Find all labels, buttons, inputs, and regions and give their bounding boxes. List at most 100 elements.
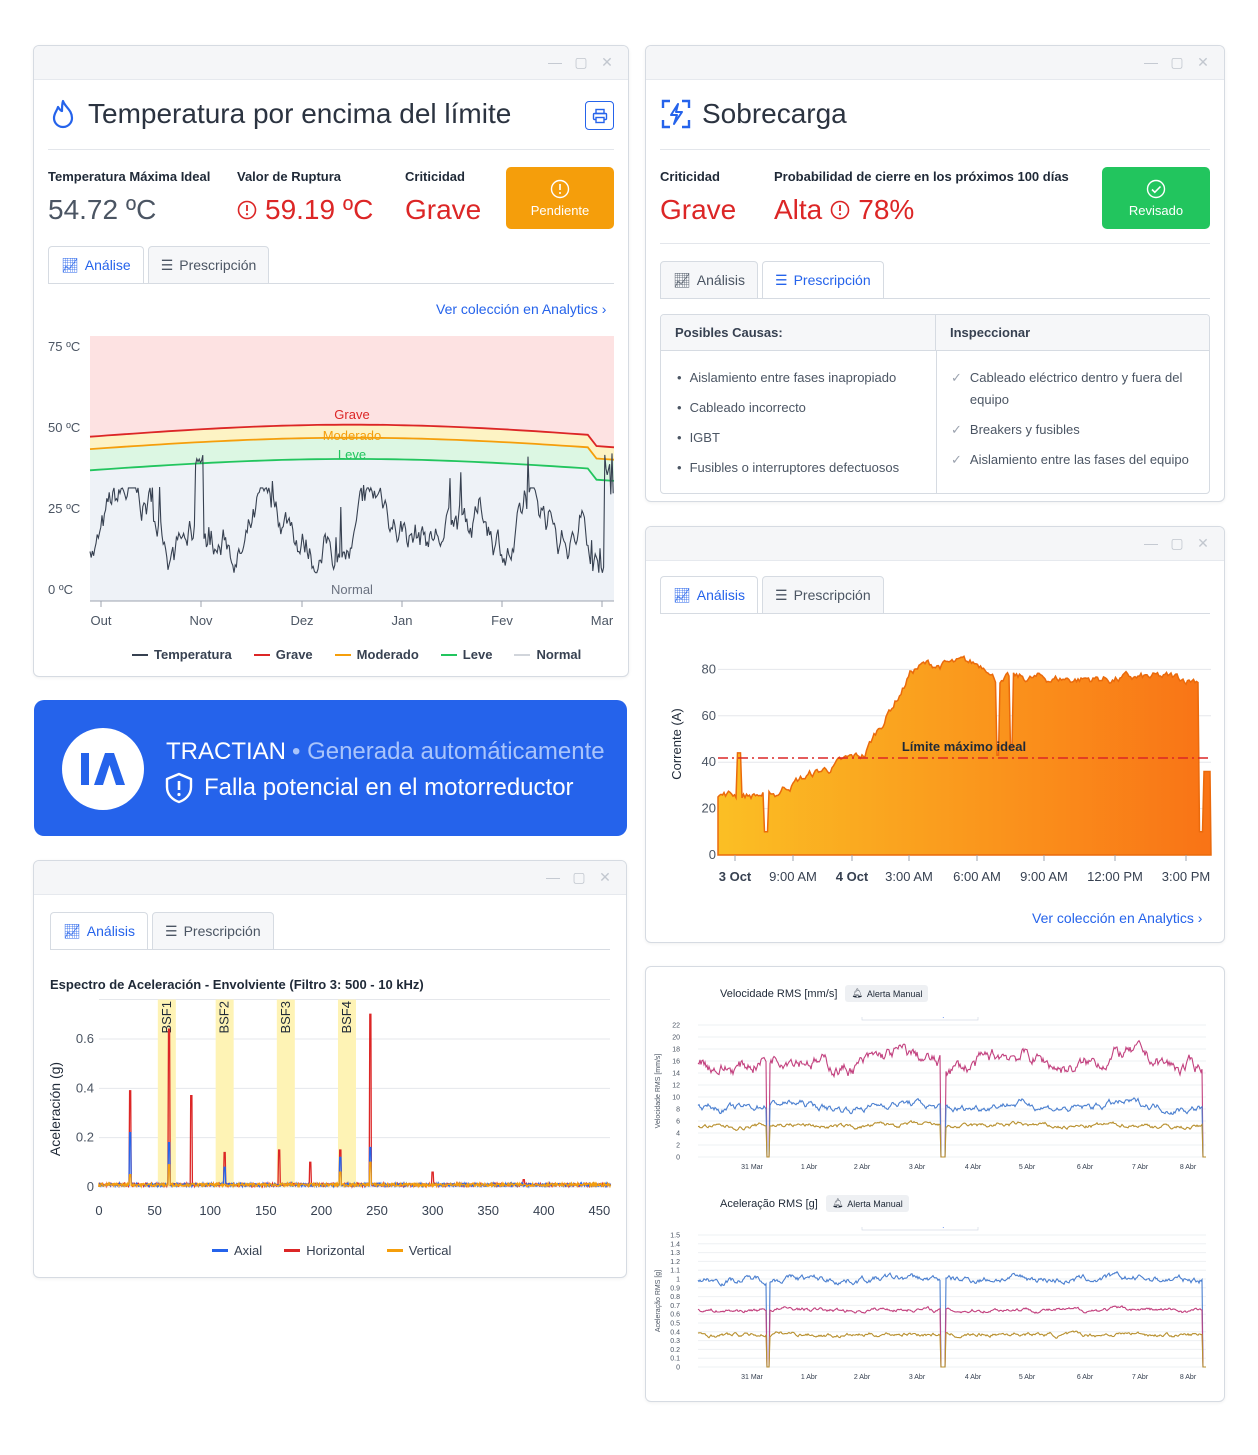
status-text: Revisado (1128, 202, 1184, 218)
close-icon[interactable]: ✕ (599, 869, 611, 885)
criticality-value: Grave (405, 194, 482, 225)
tab-prescription[interactable]: ☰ Prescripción (152, 912, 274, 950)
x-tick: Nov (189, 613, 213, 628)
x-tick: 300 (422, 1203, 444, 1218)
x-tick: 3 Oct (719, 869, 752, 884)
y-tick: 2 (676, 1143, 680, 1150)
y-tick: 0 (676, 1365, 680, 1372)
minimize-icon[interactable]: — (548, 54, 562, 70)
x-tick: 9:00 AM (769, 869, 817, 884)
x-tick: 31 Mar (741, 1164, 763, 1171)
y-tick: 1.2 (670, 1259, 680, 1266)
series-line (697, 1270, 1206, 1368)
series-vertical (98, 1161, 612, 1189)
annotation-label: ↗ Crescimento da Vibração RMS (872, 1017, 969, 1019)
tab-prescription[interactable]: ☰ Prescripción (762, 261, 884, 299)
minimize-icon[interactable]: — (546, 869, 560, 885)
y-tick: 1.3 (670, 1250, 680, 1257)
close-icon[interactable]: ✕ (601, 54, 613, 70)
x-tick: Fev (491, 613, 513, 628)
limit-label: Límite máximo ideal (902, 739, 1026, 754)
x-tick: 3 Abr (909, 1374, 926, 1381)
band-label: BSF1 (159, 1001, 174, 1034)
tab-analysis[interactable]: 📈︎ Análisis (660, 576, 759, 614)
tab-bar: 📈︎ Análisis ☰ Prescripción (660, 261, 884, 299)
legend-grave[interactable]: Grave (253, 647, 313, 662)
tab-analysis[interactable]: 📈︎ Análise (48, 246, 144, 284)
manual-alert-button[interactable]: 🔔︎ Alerta Manual (825, 1195, 909, 1212)
tab-prescription[interactable]: ☰ Prescripción (762, 576, 884, 614)
maximize-icon[interactable]: ▢ (1170, 535, 1184, 551)
temperature-window: — ▢ ✕ Temperatura por encima del límite Te… (33, 45, 629, 677)
y-tick: 20 (702, 801, 716, 816)
velocity-title: Velocidade RMS [mm/s] (720, 987, 838, 1000)
annotation: ↗ Crescimento da Vibração RMS (861, 1227, 979, 1231)
maximize-icon[interactable]: ▢ (572, 869, 586, 885)
list-icon: ☰ (775, 586, 788, 603)
legend-horizontal[interactable]: Horizontal (284, 1243, 365, 1258)
page-title: Sobrecarga (660, 98, 847, 130)
series-line (697, 1039, 1206, 1158)
list-item: • IGBT (677, 430, 720, 445)
legend-label: Leve (462, 647, 493, 662)
analytics-link[interactable]: Ver colección en Analytics › (1032, 910, 1202, 926)
maximize-icon[interactable]: ▢ (574, 54, 588, 70)
legend-vertical[interactable]: Vertical (386, 1243, 451, 1258)
legend-moderado[interactable]: Moderado (334, 647, 419, 662)
status-badge[interactable]: Revisado (1102, 167, 1210, 229)
title-bar: — ▢ ✕ (34, 861, 626, 895)
manual-alert-button[interactable]: 🔔︎ Alerta Manual (845, 985, 929, 1002)
minimize-icon[interactable]: — (1144, 54, 1158, 70)
overload-window: — ▢ ✕ Sobrecarga Criticidad Grave Probabil… (645, 45, 1225, 502)
tab-bar: 📈︎ Análisis ☰ Prescripción (50, 912, 274, 950)
close-icon[interactable]: ✕ (1197, 54, 1209, 70)
y-tick: 50 ºC (48, 420, 80, 435)
tab-analysis[interactable]: 📈︎ Análisis (50, 912, 149, 950)
y-tick: 0.3 (670, 1338, 680, 1345)
tab-label: Análise (84, 257, 131, 273)
chart-legend: Axial Horizontal Vertical (212, 1243, 451, 1258)
y-tick: 0.5 (670, 1321, 680, 1328)
y-tick: 80 (702, 661, 716, 676)
tab-analysis[interactable]: 📈︎ Análisis (660, 261, 759, 299)
chevron-right-icon: › (1197, 910, 1203, 926)
close-icon[interactable]: ✕ (1197, 535, 1209, 551)
x-tick: 3:00 PM (1162, 869, 1210, 884)
causes-header: Posibles Causas: (661, 315, 936, 350)
x-tick: 7 Abr (1132, 1164, 1149, 1171)
minimize-icon[interactable]: — (1144, 535, 1158, 551)
max-ideal-value: 54.72 ºC (48, 194, 157, 225)
y-tick: 16 (672, 1059, 680, 1066)
y-tick: 0 (87, 1179, 94, 1194)
x-tick: Dez (290, 613, 313, 628)
y-tick: 75 ºC (48, 339, 80, 354)
x-tick: 450 (589, 1203, 611, 1218)
status-badge[interactable]: Pendiente (506, 167, 614, 229)
criticality-label: Criticidad (660, 169, 720, 184)
banner-heading: TRACTIAN • Generada automáticamente (166, 738, 605, 766)
link-text: Ver colección en Analytics (436, 301, 598, 317)
legend-label: Moderado (356, 647, 419, 662)
acceleration-title: Aceleração RMS [g] (720, 1197, 818, 1210)
print-button[interactable] (585, 101, 614, 130)
criticality-value: Grave (660, 194, 737, 225)
series-line (697, 1119, 1206, 1158)
legend-leve[interactable]: Leve (440, 647, 493, 662)
spectrum-chart: BSF1 BSF2 BSF3 BSF4 Aceleración (g) 0.6 0.4 0… (47, 999, 612, 1218)
analytics-link[interactable]: Ver colección en Analytics › (436, 301, 606, 317)
legend-label: Temperatura (154, 647, 232, 662)
y-tick: 60 (702, 708, 716, 723)
alert-circle-icon (550, 179, 570, 198)
maximize-icon[interactable]: ▢ (1170, 54, 1184, 70)
legend-temperatura[interactable]: Temperatura (132, 647, 232, 662)
check-icon: ✓ (951, 452, 962, 467)
tab-prescription[interactable]: ☰ Prescripción (147, 246, 270, 284)
legend-axial[interactable]: Axial (212, 1243, 262, 1258)
list-item: ✓ Breakers y fusibles (951, 419, 1201, 441)
chart-icon: 📈︎ (673, 586, 691, 603)
x-tick: 350 (477, 1203, 499, 1218)
spectrum-title: Espectro de Aceleración - Envolviente (F… (50, 977, 424, 992)
legend-normal[interactable]: Normal (514, 647, 581, 662)
probability-label: Probabilidad de cierre en los próximos 1… (774, 169, 1069, 184)
banner-message: Falla potencial en el motorreductor (164, 772, 574, 804)
